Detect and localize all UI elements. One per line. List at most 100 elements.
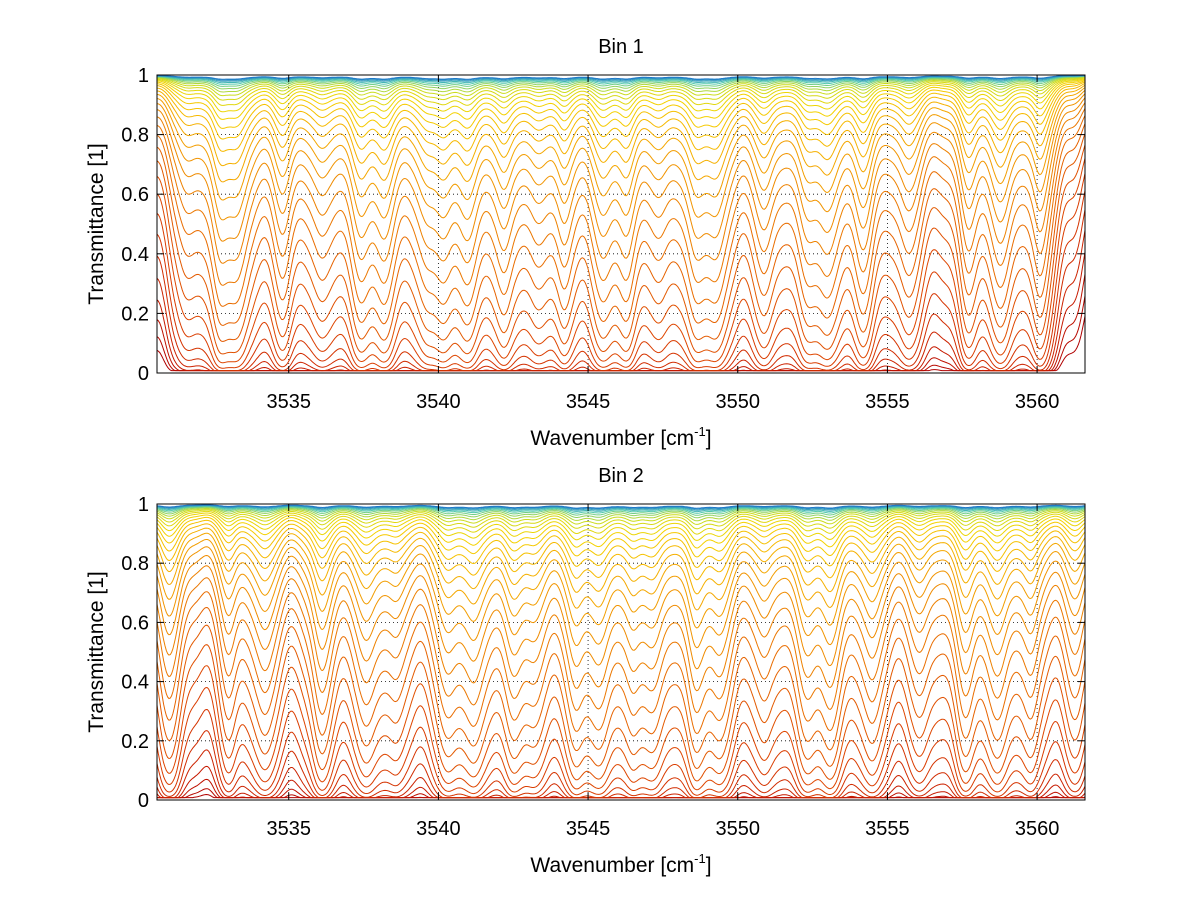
x-tick-label: 3540 bbox=[416, 818, 461, 840]
transmittance-curve bbox=[157, 75, 1086, 87]
transmittance-curve bbox=[156, 512, 1086, 541]
y-tick-labels: 0 0.2 0.4 0.6 0.8 1 bbox=[121, 494, 149, 812]
x-tick-label: 3555 bbox=[865, 391, 910, 413]
x-axis-label-tail: ] bbox=[706, 854, 712, 877]
transmittance-curve bbox=[157, 75, 1085, 80]
transmittance-curve bbox=[156, 708, 1086, 799]
transmittance-curve bbox=[156, 504, 1086, 509]
transmittance-curve bbox=[156, 79, 1086, 120]
y-tick-label: 0.2 bbox=[121, 731, 149, 753]
x-tick-label: 3545 bbox=[566, 818, 611, 840]
x-axis-label: Wavenumber [cm-1] bbox=[530, 851, 711, 877]
y-axis-label: Transmittance [1] bbox=[85, 571, 108, 732]
y-tick-label: 0.6 bbox=[121, 184, 149, 206]
transmittance-curve bbox=[156, 606, 1086, 754]
transmittance-curve bbox=[156, 76, 1086, 93]
transmittance-curve bbox=[156, 89, 1086, 201]
transmittance-curve bbox=[156, 123, 1086, 326]
x-axis-label: Wavenumber [cm-1] bbox=[530, 424, 711, 450]
transmittance-curve bbox=[156, 77, 1086, 101]
transmittance-curve bbox=[156, 173, 1086, 369]
transmittance-curve bbox=[156, 523, 1086, 581]
axes-box bbox=[156, 503, 1086, 801]
transmittance-curve bbox=[156, 158, 1086, 364]
y-tick-label: 0.4 bbox=[121, 672, 149, 694]
y-tick-label: 0.8 bbox=[121, 125, 149, 147]
x-tick-label: 3545 bbox=[566, 391, 611, 413]
tick-marks bbox=[157, 74, 1085, 374]
y-tick-label: 0 bbox=[138, 363, 149, 385]
tick-marks bbox=[157, 503, 1085, 801]
chart-title: Bin 2 bbox=[598, 465, 644, 487]
transmittance-curve bbox=[156, 510, 1086, 535]
x-axis-label-tail: ] bbox=[706, 427, 712, 450]
transmittance-curve bbox=[156, 144, 1086, 355]
x-axis-label-main: Wavenumber [cm bbox=[530, 427, 694, 450]
transmittance-curve bbox=[156, 577, 1086, 714]
y-tick-label: 1 bbox=[138, 65, 149, 87]
x-tick-label: 3550 bbox=[715, 391, 760, 413]
transmittance-curve bbox=[156, 84, 1086, 167]
axes-box bbox=[156, 74, 1086, 374]
y-tick-label: 0.2 bbox=[121, 303, 149, 325]
x-axis-label-exponent: -1 bbox=[694, 424, 706, 439]
transmittance-curve bbox=[156, 505, 1086, 514]
x-tick-label: 3555 bbox=[865, 818, 910, 840]
x-tick-label: 3535 bbox=[266, 391, 311, 413]
transmittance-curve bbox=[156, 591, 1086, 735]
transmittance-curve bbox=[156, 83, 1086, 152]
transmittance-curve bbox=[156, 644, 1086, 782]
transmittance-curve bbox=[156, 75, 1086, 90]
x-axis-label-main: Wavenumber [cm bbox=[530, 854, 694, 877]
transmittance-curve bbox=[156, 506, 1086, 519]
transmittance-curve bbox=[156, 749, 1086, 799]
transmittance-curve bbox=[156, 546, 1086, 649]
transmittance-curve bbox=[156, 514, 1086, 549]
transmittance-curve bbox=[156, 565, 1086, 692]
transmittance-curve bbox=[156, 77, 1086, 106]
transmittance-curve bbox=[156, 539, 1086, 629]
transmittance-curve bbox=[156, 209, 1086, 372]
chart-panel-bin-2: 3535 3540 3545 3550 3555 3560 0 0.2 0.4 … bbox=[85, 465, 1086, 877]
y-tick-label: 1 bbox=[138, 494, 149, 516]
transmittance-curve bbox=[156, 507, 1086, 522]
y-axis-label: Transmittance [1] bbox=[85, 143, 108, 304]
transmittance-curve bbox=[156, 506, 1086, 516]
chart-panel-bin-1: 3535 3540 3545 3550 3555 3560 0 0.2 0.4 … bbox=[85, 36, 1086, 450]
x-tick-label: 3550 bbox=[715, 818, 760, 840]
transmittance-curve bbox=[156, 80, 1086, 129]
x-tick-label: 3560 bbox=[1015, 818, 1060, 840]
transmittance-curve bbox=[156, 516, 1086, 558]
y-tick-labels: 0 0.2 0.4 0.6 0.8 1 bbox=[121, 65, 149, 385]
transmittance-curve bbox=[156, 97, 1086, 242]
transmittance-curve bbox=[156, 81, 1086, 140]
transmittance-curve bbox=[156, 133, 1086, 342]
chart-title: Bin 1 bbox=[598, 36, 644, 58]
transmittance-curve bbox=[156, 87, 1086, 183]
y-tick-label: 0.6 bbox=[121, 612, 149, 634]
x-tick-labels: 3535 3540 3545 3550 3555 3560 bbox=[266, 391, 1059, 413]
transmittance-curves bbox=[156, 504, 1086, 799]
transmittance-curve bbox=[156, 686, 1086, 796]
x-tick-label: 3540 bbox=[416, 391, 461, 413]
transmittance-curve bbox=[156, 527, 1086, 595]
transmittance-curve bbox=[156, 190, 1086, 372]
transmittance-curve bbox=[156, 532, 1086, 611]
transmittance-curve bbox=[156, 508, 1086, 525]
transmittance-curve bbox=[156, 554, 1086, 670]
transmittance-curve bbox=[156, 505, 1086, 513]
transmittance-curve bbox=[156, 76, 1086, 97]
transmittance-curve bbox=[156, 115, 1086, 307]
y-tick-label: 0.4 bbox=[121, 244, 149, 266]
transmittance-curve bbox=[156, 102, 1086, 264]
transmittance-curve bbox=[156, 665, 1086, 791]
y-tick-label: 0.8 bbox=[121, 553, 149, 575]
x-tick-labels: 3535 3540 3545 3550 3555 3560 bbox=[266, 818, 1059, 840]
transmittance-curve bbox=[156, 93, 1086, 221]
x-axis-label-exponent: -1 bbox=[694, 851, 706, 866]
transmittance-curve bbox=[156, 624, 1086, 770]
transmittance-curve bbox=[156, 509, 1086, 530]
transmittance-curve bbox=[156, 519, 1086, 568]
